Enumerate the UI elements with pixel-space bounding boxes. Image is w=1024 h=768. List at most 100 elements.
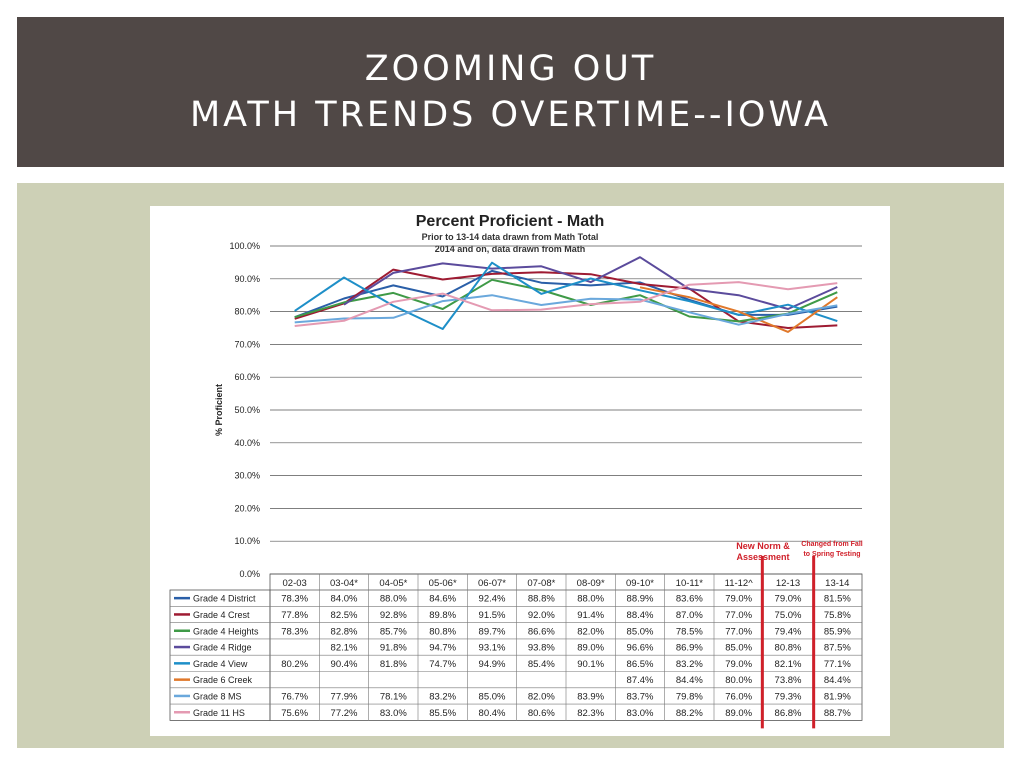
y-tick-label: 40.0% [234, 438, 260, 448]
table-value: 86.8% [775, 708, 802, 719]
series-line-4 [343, 256, 838, 310]
x-category-label: 09-10* [626, 578, 654, 589]
table-value: 88.8% [528, 594, 555, 605]
table-value: 93.8% [528, 643, 555, 654]
table-value: 88.2% [676, 708, 703, 719]
table-value: 77.0% [725, 610, 752, 621]
y-tick-label: 0.0% [239, 569, 260, 579]
table-value: 84.4% [824, 675, 851, 686]
table-value: 93.1% [479, 643, 506, 654]
table-value: 83.2% [676, 659, 703, 670]
table-value: 82.1% [331, 643, 358, 654]
table-value: 79.4% [775, 626, 802, 637]
table-value: 79.3% [775, 691, 802, 702]
table-value: 73.8% [775, 675, 802, 686]
table-value: 92.4% [479, 594, 506, 605]
legend-label: Grade 8 MS [193, 691, 242, 701]
table-value: 91.4% [577, 610, 604, 621]
table-value: 96.6% [627, 643, 654, 654]
y-axis-label: % Proficient [214, 384, 224, 436]
y-tick-label: 100.0% [229, 241, 260, 251]
x-category-label: 12-13 [776, 578, 800, 589]
table-value: 86.9% [676, 643, 703, 654]
chart-subtitle-2: 2014 and on, data drawn from Math [435, 244, 586, 254]
y-tick-label: 60.0% [234, 372, 260, 382]
annotation-fall-spring: Changed from Fall [801, 541, 863, 548]
y-tick-label: 80.0% [234, 307, 260, 317]
table-value: 88.0% [380, 594, 407, 605]
chart-subtitle-1: Prior to 13-14 data drawn from Math Tota… [422, 232, 599, 242]
table-value: 80.0% [725, 675, 752, 686]
series-line-3 [294, 278, 838, 323]
slide-title-line-2: MATH TRENDS OVERTIME--IOWA [189, 95, 832, 135]
table-value: 85.0% [725, 643, 752, 654]
table-value: 75.8% [824, 610, 851, 621]
annotation-new-norm: New Norm & [736, 541, 790, 551]
table-value: 82.5% [331, 610, 358, 621]
y-tick-label: 20.0% [234, 503, 260, 513]
table-value: 88.0% [577, 594, 604, 605]
series-line-1 [294, 269, 838, 319]
table-value: 87.0% [676, 610, 703, 621]
x-category-label: 11-12^ [725, 578, 754, 589]
table-value: 85.4% [528, 659, 555, 670]
table-value: 80.6% [528, 708, 555, 719]
table-value: 77.8% [281, 610, 308, 621]
y-tick-label: 50.0% [234, 405, 260, 415]
table-value: 92.8% [380, 610, 407, 621]
table-value: 77.2% [331, 708, 358, 719]
x-category-label: 13-14 [825, 578, 849, 589]
x-category-label: 05-06* [429, 578, 457, 589]
x-category-label: 04-05* [379, 578, 407, 589]
table-value: 91.5% [479, 610, 506, 621]
table-value: 77.1% [824, 659, 851, 670]
slide-header: ZOOMING OUT MATH TRENDS OVERTIME--IOWA [17, 17, 1004, 167]
table-value: 81.9% [824, 691, 851, 702]
y-tick-label: 30.0% [234, 471, 260, 481]
x-category-label: 03-04* [330, 578, 358, 589]
table-value: 76.7% [281, 691, 308, 702]
x-category-label: 10-11* [676, 578, 704, 589]
table-value: 85.0% [627, 626, 654, 637]
table-value: 88.9% [627, 594, 654, 605]
table-value: 75.6% [281, 708, 308, 719]
table-value: 82.1% [775, 659, 802, 670]
table-value: 83.6% [676, 594, 703, 605]
table-value: 78.5% [676, 626, 703, 637]
table-value: 80.2% [281, 659, 308, 670]
annotation-fall-spring: to Spring Testing [803, 551, 860, 558]
table-value: 88.4% [627, 610, 654, 621]
table-value: 79.8% [676, 691, 703, 702]
table-value: 89.0% [577, 643, 604, 654]
table-value: 78.3% [281, 594, 308, 605]
table-value: 81.5% [824, 594, 851, 605]
table-value: 77.9% [331, 691, 358, 702]
table-value: 84.4% [676, 675, 703, 686]
table-value: 83.0% [380, 708, 407, 719]
series-line-6 [639, 286, 838, 333]
table-value: 76.0% [725, 691, 752, 702]
table-value: 80.4% [479, 708, 506, 719]
table-value: 85.0% [479, 691, 506, 702]
table-value: 83.7% [627, 691, 654, 702]
table-value: 86.5% [627, 659, 654, 670]
table-value: 90.1% [577, 659, 604, 670]
x-category-label: 06-07* [478, 578, 506, 589]
table-value: 84.0% [331, 594, 358, 605]
chart-image: Percent Proficient - Math Prior to 13-14 … [150, 206, 890, 736]
series-line-8 [294, 281, 838, 327]
table-value: 80.8% [775, 643, 802, 654]
x-category-label: 07-08* [527, 578, 555, 589]
table-value: 88.7% [824, 708, 851, 719]
table-value: 75.0% [775, 610, 802, 621]
table-value: 87.5% [824, 643, 851, 654]
table-value: 79.0% [725, 594, 752, 605]
table-value: 79.0% [725, 659, 752, 670]
legend-label: Grade 4 View [193, 659, 248, 669]
table-value: 85.5% [429, 708, 456, 719]
table-value: 83.2% [429, 691, 456, 702]
chart-title: Percent Proficient - Math [416, 213, 604, 230]
table-value: 82.8% [331, 626, 358, 637]
x-category-label: 08-09* [577, 578, 605, 589]
legend-label: Grade 4 District [193, 594, 256, 604]
